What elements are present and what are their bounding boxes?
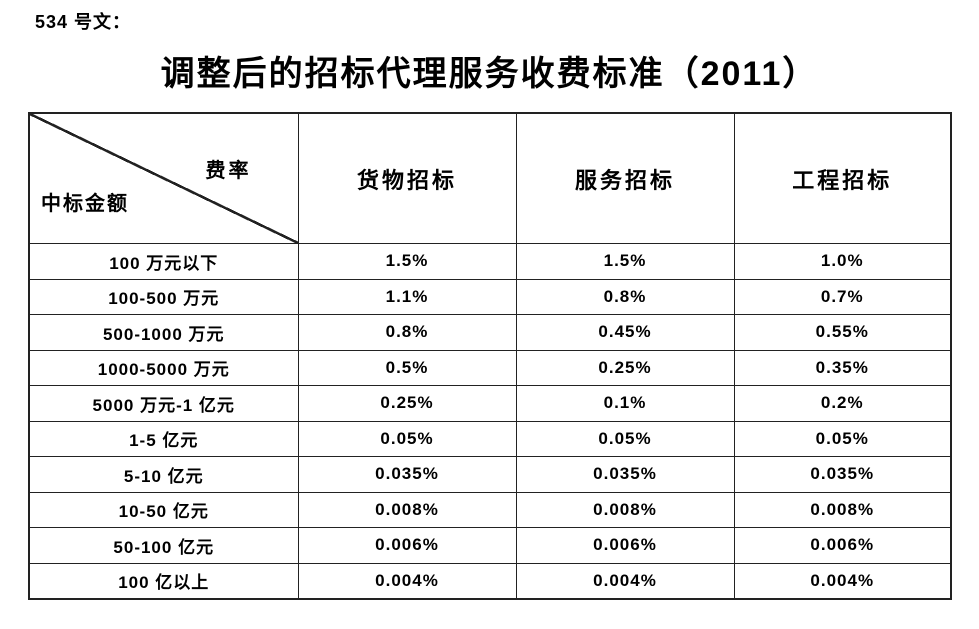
amount-range-cell: 100 亿以上 [28, 562, 299, 600]
fee-standard-table: 费率 中标金额 货物招标 服务招标 工程招标 100 万元以下 1.5% 1.5… [28, 112, 952, 600]
amount-range-cell: 5000 万元-1 亿元 [28, 385, 299, 422]
amount-range-cell: 100 万元以下 [28, 243, 299, 280]
page-title: 调整后的招标代理服务收费标准（2011） [160, 55, 819, 93]
table-row: 100 亿以上 0.004% 0.004% 0.004% [28, 562, 952, 600]
rate-cell: 0.05% [297, 420, 517, 457]
column-header-engineering: 工程招标 [733, 112, 952, 244]
rate-cell: 0.004% [297, 562, 517, 600]
rate-cell: 0.25% [297, 385, 517, 422]
table-row: 100 万元以下 1.5% 1.5% 1.0% [28, 243, 952, 280]
rate-cell: 0.035% [515, 456, 735, 493]
rate-cell: 1.1% [297, 278, 517, 315]
amount-range-cell: 1-5 亿元 [28, 420, 299, 457]
rate-cell: 1.5% [297, 243, 517, 280]
rate-cell: 1.5% [515, 243, 735, 280]
rate-cell: 0.25% [515, 349, 735, 386]
rate-cell: 0.035% [297, 456, 517, 493]
table-row: 5000 万元-1 亿元 0.25% 0.1% 0.2% [28, 385, 952, 422]
doc-number: 534 号文： [35, 12, 132, 32]
table-row: 500-1000 万元 0.8% 0.45% 0.55% [28, 314, 952, 351]
rate-cell: 0.004% [733, 562, 952, 600]
rate-cell: 0.35% [733, 349, 952, 386]
rate-cell: 0.8% [515, 278, 735, 315]
rate-cell: 0.008% [515, 491, 735, 528]
rate-cell: 0.006% [733, 527, 952, 564]
amount-range-cell: 500-1000 万元 [28, 314, 299, 351]
rate-cell: 0.5% [297, 349, 517, 386]
rate-cell: 0.55% [733, 314, 952, 351]
rate-cell: 0.008% [297, 491, 517, 528]
column-header-service: 服务招标 [515, 112, 735, 244]
amount-range-cell: 50-100 亿元 [28, 527, 299, 564]
rate-cell: 0.035% [733, 456, 952, 493]
corner-label-amount: 中标金额 [41, 193, 129, 215]
table-row: 5-10 亿元 0.035% 0.035% 0.035% [28, 456, 952, 493]
amount-range-cell: 10-50 亿元 [28, 491, 299, 528]
table-row: 50-100 亿元 0.006% 0.006% 0.006% [28, 527, 952, 564]
amount-range-cell: 100-500 万元 [28, 278, 299, 315]
rate-cell: 0.006% [297, 527, 517, 564]
rate-cell: 0.7% [733, 278, 952, 315]
table-row: 1000-5000 万元 0.5% 0.25% 0.35% [28, 349, 952, 386]
rate-cell: 1.0% [733, 243, 952, 280]
rate-cell: 0.1% [515, 385, 735, 422]
rate-cell: 0.8% [297, 314, 517, 351]
table-corner-cell: 费率 中标金额 [28, 112, 299, 244]
header-row: 费率 中标金额 货物招标 服务招标 工程招标 [28, 112, 952, 244]
corner-label-rate: 费率 [205, 160, 252, 182]
rate-cell: 0.05% [733, 420, 952, 457]
table-row: 100-500 万元 1.1% 0.8% 0.7% [28, 278, 952, 315]
table-row: 10-50 亿元 0.008% 0.008% 0.008% [28, 491, 952, 528]
rate-cell: 0.008% [733, 491, 952, 528]
column-header-goods: 货物招标 [297, 112, 517, 244]
rate-cell: 0.45% [515, 314, 735, 351]
rate-cell: 0.05% [515, 420, 735, 457]
table-row: 1-5 亿元 0.05% 0.05% 0.05% [28, 420, 952, 457]
amount-range-cell: 5-10 亿元 [28, 456, 299, 493]
amount-range-cell: 1000-5000 万元 [28, 349, 299, 386]
rate-cell: 0.2% [733, 385, 952, 422]
rate-cell: 0.004% [515, 562, 735, 600]
rate-cell: 0.006% [515, 527, 735, 564]
